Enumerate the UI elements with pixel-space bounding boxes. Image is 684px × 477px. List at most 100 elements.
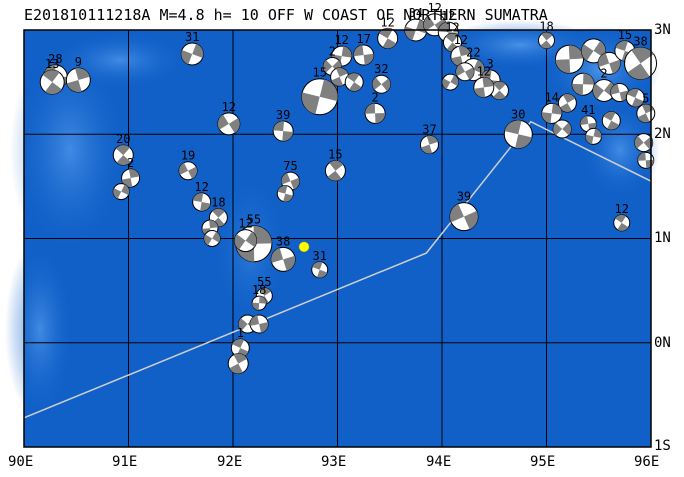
compressional-quadrant [327, 170, 342, 181]
compressional-quadrant [341, 46, 352, 58]
focal-mechanism [571, 72, 595, 96]
compressional-quadrant [192, 43, 204, 58]
lat-label-2n: 2N [654, 126, 671, 142]
depth-label: 18 [252, 283, 266, 297]
compressional-quadrant [336, 67, 348, 77]
focal-mechanism [552, 119, 572, 139]
compressional-quadrant [250, 315, 260, 326]
compressional-quadrant [66, 80, 82, 93]
depth-label: 18 [211, 196, 225, 210]
focal-mechanism: 14 [541, 90, 563, 124]
depth-label: 12 [454, 33, 468, 47]
focal-mechanism [330, 67, 350, 87]
focal-mechanism: 12 [192, 180, 212, 212]
compressional-quadrant [555, 59, 571, 74]
compressional-quadrant [450, 75, 459, 87]
compressional-quadrant [615, 40, 628, 51]
compressional-quadrant [116, 155, 131, 166]
compressional-quadrant [619, 90, 629, 102]
compressional-quadrant [455, 63, 465, 77]
lon-label-93e: 93E [321, 454, 347, 470]
depth-label: 2 [372, 90, 379, 104]
compressional-quadrant [562, 93, 576, 103]
lon-label-91e: 91E [112, 454, 138, 470]
compressional-quadrant [541, 32, 553, 41]
focal-mechanism: 15 [324, 148, 346, 182]
compressional-quadrant [128, 169, 140, 179]
compressional-quadrant [259, 296, 267, 304]
compressional-quadrant [493, 90, 506, 100]
depth-label: 37 [422, 123, 436, 137]
focal-mechanism: 20 [112, 132, 134, 166]
compressional-quadrant [301, 92, 320, 115]
compressional-quadrant [245, 231, 257, 248]
compressional-quadrant [645, 159, 654, 169]
compressional-quadrant [515, 134, 532, 149]
compressional-quadrant [583, 73, 595, 85]
compressional-quadrant [232, 338, 245, 348]
lat-label-0n: 0N [654, 335, 671, 351]
lat-label-3n: 3N [654, 22, 671, 38]
compressional-quadrant [375, 113, 386, 124]
focal-mechanism [455, 62, 475, 82]
depth-label: 28 [48, 52, 62, 66]
depth-label: 39 [276, 108, 290, 122]
compressional-quadrant [115, 145, 130, 156]
depth-label: 32 [374, 62, 388, 76]
compressional-quadrant [580, 115, 589, 126]
depth-label: 55 [257, 275, 271, 289]
focal-mechanism: 31 [311, 249, 329, 279]
compressional-quadrant [473, 59, 485, 75]
compressional-quadrant [259, 287, 272, 296]
graticule [24, 30, 651, 447]
depth-label: 13 [45, 57, 59, 71]
depth-label: 12 [477, 64, 491, 78]
focal-mechanism [276, 185, 294, 203]
compressional-quadrant [346, 73, 360, 83]
compressional-quadrant [581, 44, 594, 61]
compressional-quadrant [204, 234, 213, 246]
compressional-quadrant [121, 178, 133, 188]
depth-label: 38 [276, 234, 290, 248]
depth-label: 2 [329, 44, 336, 58]
depth-label: 12 [380, 15, 394, 29]
compressional-quadrant [617, 222, 629, 231]
depth-label: 12 [222, 100, 236, 114]
focal-mechanism [637, 151, 655, 169]
compressional-quadrant [259, 322, 269, 333]
map-title: E201810111218A M=4.8 h= 10 OFF W COAST O… [24, 6, 548, 24]
compressional-quadrant [234, 234, 246, 250]
compressional-quadrant [553, 122, 563, 136]
focal-mechanism: 17 [353, 32, 375, 66]
compressional-quadrant [420, 144, 433, 154]
compressional-quadrant [615, 214, 627, 223]
compressional-quadrant [445, 33, 459, 43]
compressional-quadrant [281, 172, 291, 185]
focal-mechanism [112, 183, 130, 201]
compressional-quadrant [541, 112, 552, 124]
compressional-quadrant [458, 46, 471, 57]
lat-label-1n: 1N [654, 230, 671, 246]
focal-mechanism: 32 [371, 62, 391, 94]
compressional-quadrant [449, 203, 464, 223]
depth-label: 2 [127, 156, 134, 170]
compressional-quadrant [423, 15, 435, 31]
compressional-quadrant [363, 53, 374, 65]
compressional-quadrant [75, 68, 90, 81]
compressional-quadrant [179, 162, 189, 175]
focal-mechanism: 31 [180, 30, 204, 66]
compressional-quadrant [631, 47, 654, 64]
depth-label: 9 [75, 55, 82, 69]
focal-mechanism: 39 [272, 108, 294, 142]
compressional-quadrant [540, 40, 552, 49]
compressional-quadrant [238, 318, 248, 331]
depth-label: 1 [237, 326, 244, 340]
compressional-quadrant [482, 77, 494, 88]
focal-mechanism [601, 111, 621, 131]
focal-mechanism [249, 314, 269, 334]
compressional-quadrant [504, 120, 522, 135]
focal-mechanism: 13 [39, 57, 65, 95]
lon-label-92e: 92E [217, 454, 243, 470]
compressional-quadrant [451, 56, 464, 67]
depth-label: 17 [356, 32, 370, 46]
